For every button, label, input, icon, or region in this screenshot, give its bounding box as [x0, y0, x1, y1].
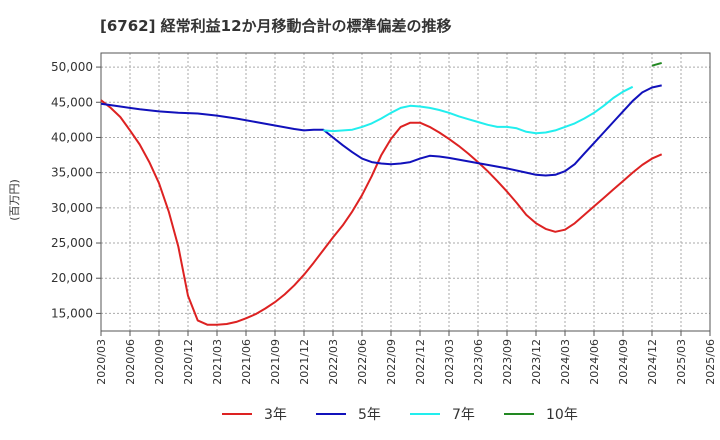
- x-tick-label: 2021/03: [211, 339, 224, 385]
- y-tick-label: 20,000: [51, 271, 93, 285]
- series-line-1: [100, 99, 663, 326]
- x-tick-label: 2020/06: [124, 339, 137, 385]
- plot-area: [100, 52, 711, 332]
- x-tick-label: 2022/09: [385, 339, 398, 385]
- legend: 3年 5年 7年 10年: [222, 407, 578, 423]
- legend-label-3: 7年: [452, 407, 475, 423]
- legend-label-4: 10年: [546, 407, 578, 423]
- series-line-4: [651, 61, 662, 67]
- x-tick-label: 2021/09: [269, 339, 282, 385]
- x-tick-label: 2020/12: [182, 339, 195, 385]
- y-axis: 15,000 20,000 25,000 30,000 35,000 40,000 45,0…: [51, 60, 101, 320]
- x-tick-label: 2022/03: [327, 339, 340, 385]
- x-tick-label: 2024/12: [646, 339, 659, 385]
- y-tick-label: 15,000: [51, 306, 93, 320]
- x-tick-label: 2021/06: [240, 339, 253, 385]
- legend-label-1: 3年: [264, 407, 287, 423]
- x-axis: 2020/03 2020/06 2020/09 2020/12 2021/03 2021/…: [95, 331, 717, 385]
- x-tick-label: 2021/12: [298, 339, 311, 385]
- x-tick-label: 2025/03: [675, 339, 688, 385]
- chart-title: [6762] 経常利益12か月移動合計の標準偏差の推移: [100, 17, 452, 35]
- x-tick-label: 2024/06: [588, 339, 601, 385]
- y-axis-label: (百万円): [8, 179, 21, 221]
- legend-label-2: 5年: [358, 407, 381, 423]
- y-tick-label: 40,000: [51, 130, 93, 144]
- x-tick-label: 2022/06: [356, 339, 369, 385]
- x-tick-label: 2023/09: [501, 339, 514, 385]
- x-tick-label: 2023/06: [472, 339, 485, 385]
- x-tick-label: 2022/12: [414, 339, 427, 385]
- x-tick-label: 2020/03: [95, 339, 108, 385]
- x-tick-label: 2025/06: [704, 339, 717, 385]
- series-line-3: [323, 85, 634, 135]
- series-lines: [100, 61, 663, 326]
- x-tick-label: 2023/12: [530, 339, 543, 385]
- x-tick-label: 2023/03: [443, 339, 456, 385]
- x-tick-label: 2024/09: [617, 339, 630, 385]
- x-tick-label: 2020/09: [153, 339, 166, 385]
- y-tick-label: 35,000: [51, 166, 93, 180]
- x-tick-label: 2024/03: [559, 339, 572, 385]
- series-line-2: [100, 84, 662, 177]
- grid: [100, 53, 711, 331]
- y-tick-label: 45,000: [51, 95, 93, 109]
- y-tick-label: 50,000: [51, 60, 93, 74]
- y-tick-label: 25,000: [51, 236, 93, 250]
- y-tick-label: 30,000: [51, 201, 93, 215]
